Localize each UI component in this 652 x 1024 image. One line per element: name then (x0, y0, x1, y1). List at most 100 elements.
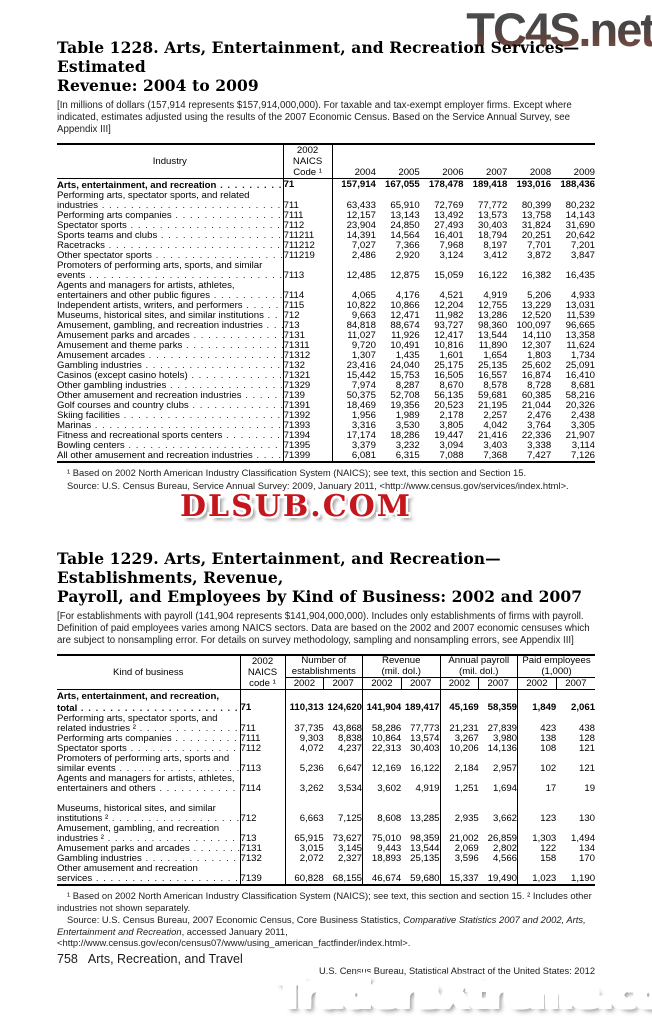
naics-code-cell: 7132 (239, 854, 286, 864)
naics-header-line: Code ¹ (293, 167, 322, 178)
value-cell: 2,257 (483, 410, 508, 421)
value-cell: 423 (517, 724, 557, 734)
value-cell: 75,010 (362, 834, 402, 844)
value-cell: 121 (579, 763, 596, 774)
value-cell: 60,828 (284, 874, 324, 885)
value-cell: 20,326 (565, 400, 595, 411)
group-header-line: (mil. dol.) (459, 665, 499, 677)
value-cell: 5,206 (527, 290, 552, 301)
value-cell: 9,720 (351, 340, 376, 351)
value-cell: 189,417 (404, 702, 440, 713)
table-row: Performing arts companies71119,3038,8381… (57, 734, 595, 744)
table-1228-footnote: ¹ Based on 2002 North American Industry … (67, 467, 527, 478)
value-cell: 4,176 (395, 290, 420, 301)
table-row: Casinos (except casino hotels) 71321 15,44… (57, 371, 595, 381)
column-header-year: 2005 (375, 144, 420, 179)
value-cell: 3,534 (337, 783, 362, 794)
group-header-revenue: Revenue (mil. dol.) (362, 655, 441, 678)
table-row: Performing arts companies 7111 12,157 13,14… (57, 211, 595, 221)
value-cell: 1,307 (351, 350, 376, 361)
table-row: Golf courses and country clubs 71391 18,46… (57, 401, 595, 411)
value-cell (556, 794, 595, 804)
value-cell: 27,493 (434, 220, 464, 231)
value-cell: 30,403 (478, 220, 508, 231)
value-cell: 20,642 (565, 230, 595, 241)
value-cell: 22,336 (521, 430, 552, 441)
value-cell: 167,055 (385, 179, 420, 190)
naics-code-cell (239, 689, 286, 702)
value-cell: 59,681 (478, 390, 508, 401)
table-row: Promoters of performing arts, sports, an… (57, 261, 595, 271)
value-cell: 124,620 (327, 702, 362, 713)
value-cell: 65,915 (284, 834, 324, 844)
value-cell: 3,262 (284, 784, 324, 794)
value-cell (517, 754, 557, 764)
naics-code-cell: 7131 (239, 844, 286, 854)
value-cell: 4,933 (570, 290, 595, 301)
value-cell: 80,232 (565, 200, 595, 211)
naics-code-cell: 712 (282, 311, 333, 321)
value-cell: 72,769 (434, 200, 464, 211)
group-header-establishments: Number of establishments (284, 655, 363, 678)
naics-code-cell: 71391 (282, 401, 333, 411)
value-cell: 20,523 (434, 400, 464, 411)
row-label: entertainers and others (57, 784, 240, 794)
value-cell: 8,578 (483, 380, 508, 391)
value-cell: 25,135 (478, 360, 508, 371)
row-label-text: Amusement arcades (57, 351, 145, 361)
value-cell: 1,023 (517, 874, 557, 885)
value-cell: 2,061 (571, 702, 596, 713)
value-cell: 7,427 (527, 450, 552, 461)
value-cell: 60,385 (521, 390, 552, 401)
row-label-text: Performing arts, spectator sports, and r… (57, 191, 250, 201)
naics-code-cell: 71394 (282, 431, 333, 441)
row-label: Performing arts companies (57, 211, 283, 221)
row-label-text: Promoters of performing arts, sports and (57, 754, 230, 764)
row-label: Amusement arcades (57, 351, 283, 361)
column-header-year: 2004 (332, 144, 376, 179)
row-label: Other gambling industries (57, 381, 283, 391)
subheader-year: 2007 (555, 677, 596, 690)
row-label: Spectator sports (57, 744, 240, 754)
value-cell (517, 774, 557, 784)
value-cell: 438 (579, 723, 596, 734)
value-cell (362, 774, 402, 784)
value-cell: 21,195 (478, 400, 508, 411)
naics-code-cell: 7132 (282, 361, 333, 371)
value-cell: 6,663 (284, 814, 324, 824)
naics-code-cell: 7114 (239, 784, 286, 794)
value-cell: 65,910 (390, 200, 420, 211)
value-cell: 1,303 (517, 834, 557, 844)
value-cell: 18,469 (346, 400, 376, 411)
value-cell: 15,337 (439, 874, 479, 885)
row-label: total (57, 702, 240, 714)
value-cell (362, 714, 402, 724)
group-header-line: establishments (291, 665, 356, 677)
row-label-text: Marinas (57, 421, 92, 431)
table-row: Museums, historical sites, and similar (57, 804, 595, 814)
value-cell: 12,204 (434, 300, 464, 311)
table-1228-source: Source: U.S. Census Bureau, Service Annu… (67, 479, 569, 491)
value-cell: 3,316 (351, 420, 376, 431)
value-cell: 58,359 (487, 702, 518, 713)
value-cell: 27,839 (487, 723, 518, 734)
value-cell: 3,015 (284, 844, 324, 854)
row-label: similar events (57, 764, 240, 774)
value-cell: 12,307 (521, 340, 552, 351)
value-cell: 6,647 (337, 763, 362, 774)
row-label-text: total (57, 703, 78, 714)
value-cell: 7,126 (570, 450, 595, 461)
group-header-line: Paid employees (522, 655, 591, 666)
column-header-naics: 2002 NAICS Code ¹ (282, 144, 333, 179)
row-label-text: Arts, entertainment, and recreation, (57, 691, 220, 702)
row-label: Bowling centers (57, 441, 283, 451)
value-cell (362, 864, 402, 874)
subheader-year: 2002 (284, 677, 324, 690)
row-label: Arts, entertainment, and recreation, (57, 690, 240, 703)
value-cell: 19,490 (487, 873, 518, 884)
value-cell: 73,627 (332, 833, 362, 844)
value-cell: 37,735 (284, 724, 324, 734)
source-text-italic: Comparative Statistics 2007 and 2002, Ar… (57, 914, 586, 937)
value-cell: 16,122 (410, 763, 440, 774)
